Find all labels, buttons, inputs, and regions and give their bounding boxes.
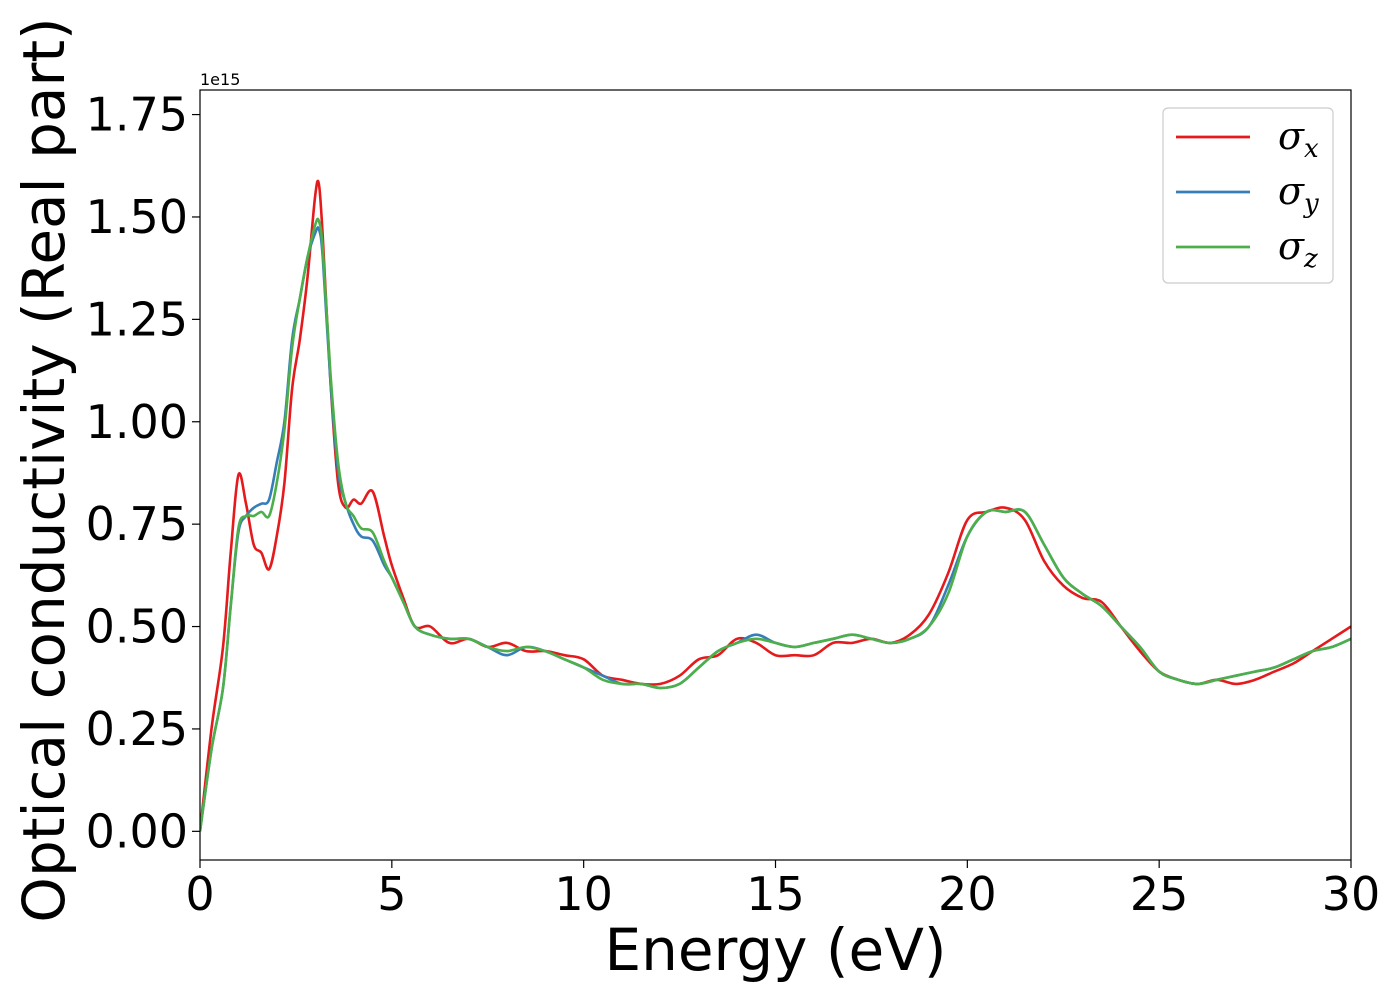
legend-label-z: σz: [1278, 224, 1318, 274]
series-line-y: [200, 226, 1351, 832]
legend-subscript: z: [1303, 244, 1318, 274]
legend-symbol: σ: [1278, 169, 1305, 213]
y-axis: 0.00 0.25 0.50 0.75 1.00 1.25 1.50 1.75: [86, 88, 200, 858]
legend-label-y: σy: [1278, 169, 1319, 219]
legend-symbol: σ: [1278, 114, 1305, 158]
y-tick-label: 1.00: [86, 395, 188, 449]
x-axis-label: Energy (eV): [604, 916, 946, 984]
y-tick-label: 1.50: [86, 190, 188, 244]
series-line-x: [200, 179, 1351, 832]
y-tick-label: 0.00: [86, 804, 188, 858]
x-tick-label: 5: [377, 867, 406, 921]
x-tick-label: 0: [185, 867, 214, 921]
legend-subscript: y: [1303, 189, 1319, 219]
series-layer: [200, 179, 1351, 832]
y-axis-label: Optical conductivity (Real part): [10, 17, 78, 922]
legend-subscript: x: [1304, 134, 1319, 164]
x-tick-label: 25: [1130, 867, 1189, 921]
legend-box: [1162, 107, 1334, 284]
legend-label-x: σx: [1278, 114, 1319, 164]
x-tick-label: 30: [1322, 867, 1381, 921]
x-tick-label: 15: [746, 867, 805, 921]
y-offset-label: 1e15: [200, 70, 240, 89]
y-tick-label: 0.75: [86, 497, 188, 551]
x-tick-label: 10: [554, 867, 613, 921]
y-tick-label: 1.75: [86, 88, 188, 142]
x-axis: 0 5 10 15 20 25 30: [185, 860, 1380, 921]
y-tick-label: 0.25: [86, 702, 188, 756]
series-line-z: [200, 217, 1351, 832]
x-tick-label: 20: [938, 867, 997, 921]
y-tick-label: 0.50: [86, 600, 188, 654]
legend-symbol: σ: [1278, 224, 1305, 268]
y-tick-label: 1.25: [86, 292, 188, 346]
